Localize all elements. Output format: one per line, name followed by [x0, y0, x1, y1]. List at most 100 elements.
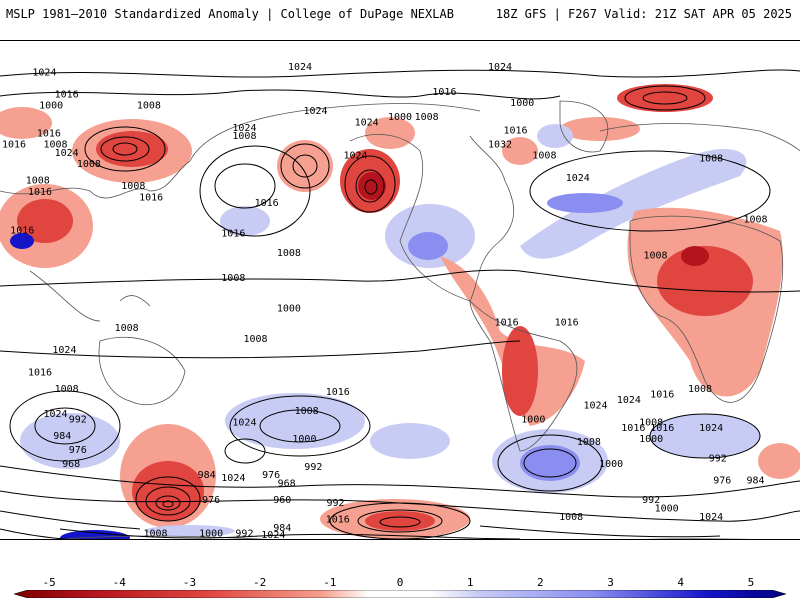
isobar-label: 1008 — [277, 248, 301, 259]
anomaly-pos-natl — [520, 148, 747, 259]
isobar-label: 1016 — [495, 317, 519, 328]
isobar-label: 1016 — [139, 192, 163, 203]
isobar-label: 1024 — [55, 148, 79, 159]
isobar-label: 1008 — [688, 384, 712, 395]
isobar-label: 1016 — [28, 367, 52, 378]
coast-seasia — [29, 270, 151, 322]
isobar-label: 1008 — [44, 140, 68, 151]
isobar-label: 968 — [62, 459, 80, 470]
isobar-label: 1024 — [261, 530, 285, 540]
isobar-label: 1016 — [221, 228, 245, 239]
isobar-label: 992 — [709, 453, 727, 464]
coast-samerica — [469, 300, 578, 452]
isobar-label: 1008 — [644, 251, 668, 262]
isobar-high-satl — [497, 434, 603, 492]
anomaly-shading — [0, 84, 800, 539]
isobar-label: 1000 — [388, 112, 412, 123]
isobar-1024-arctic — [0, 69, 800, 78]
isobar-label: 1000 — [199, 528, 223, 539]
isobar-high-natl — [529, 150, 771, 232]
isobar-label: 1024 — [355, 117, 379, 128]
isobar-label: 1008 — [244, 334, 268, 345]
isobar-label: 1024 — [44, 409, 68, 420]
isobar-label: 976 — [713, 476, 731, 487]
coast-greenland — [559, 100, 609, 153]
isobar-label: 984 — [198, 470, 216, 481]
isobar-label: 984 — [53, 431, 71, 442]
isobar-1008-s — [0, 465, 800, 498]
isobar-label: 1000 — [521, 415, 545, 426]
isobar-label: 976 — [262, 470, 280, 481]
colorbar-tick-label: -3 — [182, 576, 197, 589]
coast-australia — [98, 336, 186, 405]
isobar-label: 1008 — [699, 153, 723, 164]
isobar-label: 1024 — [304, 106, 328, 117]
isobar-label: 1016 — [28, 187, 52, 198]
isobar-label: 1016 — [55, 90, 79, 101]
isobar-high-sind — [9, 390, 121, 462]
isobar-label: 976 — [202, 495, 220, 506]
isobar-label: 1008 — [137, 101, 161, 112]
isobar-label: 1032 — [488, 140, 512, 151]
isobar-label: 1008 — [559, 512, 583, 523]
isobar-high-npac — [199, 145, 311, 237]
isobar-label: 1016 — [650, 423, 674, 434]
isobar-label: 992 — [69, 415, 87, 426]
isobar-label: 1024 — [617, 395, 641, 406]
isobar-label: 1008 — [415, 112, 439, 123]
isobar-label: 1008 — [55, 384, 79, 395]
isobar-low-npac1 — [280, 143, 330, 189]
isobar-label: 1008 — [532, 151, 556, 162]
isobar-label: 1000 — [655, 503, 679, 514]
isobar-label: 968 — [278, 478, 296, 489]
colorbar-tick-label: 1 — [466, 576, 474, 589]
isobar-label: 1008 — [26, 176, 50, 187]
isobar-label: 1008 — [232, 131, 256, 142]
isobar-1016-trop — [0, 269, 800, 293]
isobar-label: 1016 — [432, 87, 456, 98]
isobar-1016-s — [0, 340, 521, 359]
isobar-label: 1024 — [488, 62, 512, 73]
isobar-label: 1008 — [221, 273, 245, 284]
isobar-label: 1008 — [144, 528, 168, 539]
anomaly-neg-arctic — [617, 84, 713, 112]
isobar-label: 984 — [273, 523, 291, 534]
isobar-label: 1016 — [504, 126, 528, 137]
isobar-high-sio — [649, 413, 761, 459]
isobar-label: 1008 — [121, 181, 145, 192]
isobar-label: 1024 — [344, 151, 368, 162]
isobar-label: 1000 — [510, 98, 534, 109]
isobar-label: 1016 — [326, 515, 350, 526]
isobar-low-arctic — [624, 85, 706, 111]
isobar-1000-s — [0, 490, 800, 522]
isobar-high-spac — [229, 395, 371, 457]
isobar-label: 1024 — [232, 417, 256, 428]
isobar-label: 1000 — [599, 459, 623, 470]
colorbar-tick-label: 5 — [747, 576, 755, 589]
map-title: MSLP 1981–2010 Standardized Anomaly | Co… — [6, 7, 454, 21]
anomaly-neg-npac — [277, 140, 333, 192]
isobar-label: 1024 — [566, 173, 590, 184]
isobar-992-s — [0, 510, 721, 538]
isobar-label: 1016 — [2, 140, 26, 151]
colorbar-tick-label: 4 — [677, 576, 685, 589]
coast-namerica — [349, 134, 515, 302]
isobar-label: 1016 — [37, 128, 61, 139]
colorbar-tick-label: 0 — [396, 576, 404, 589]
isobar-label: 1024 — [699, 512, 723, 523]
colorbar-tick-label: -4 — [112, 576, 126, 589]
colorbar-tick-label: 3 — [607, 576, 614, 589]
isobar-label: 1024 — [232, 123, 256, 134]
run-valid-time: 18Z GFS | F267 Valid: 21Z SAT APR 05 202… — [495, 7, 792, 21]
coast-eurasia — [0, 103, 800, 199]
isobar-label: 1008 — [77, 159, 101, 170]
isobars — [0, 69, 800, 539]
colorbar-tick-label: 2 — [537, 576, 544, 589]
colorbar-tick-label: -5 — [42, 576, 56, 589]
isobar-label: 1008 — [115, 323, 139, 334]
isobar-1016-n — [0, 89, 561, 100]
anomaly-pos-spac — [225, 393, 365, 449]
isobar-label: 1024 — [699, 423, 723, 434]
isobar-label: 1024 — [32, 67, 56, 78]
